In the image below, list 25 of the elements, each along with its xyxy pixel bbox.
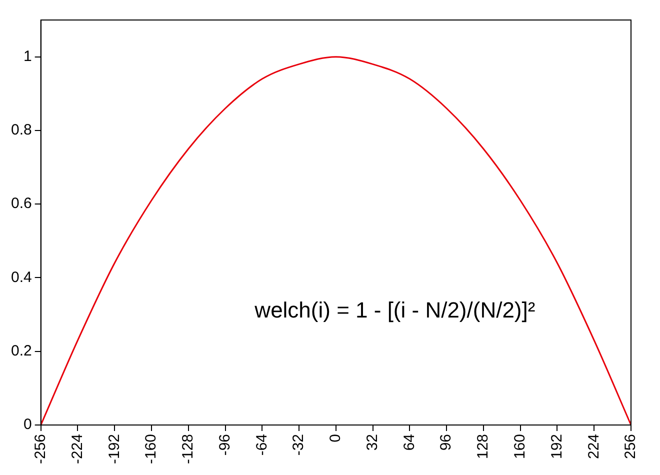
- annotation: welch(i) = 1 - [(i - N/2)/(N/2)]²: [254, 298, 536, 323]
- x-tick-label: -32: [290, 434, 308, 456]
- y-tick-label: 0.4: [10, 268, 32, 286]
- line-series: [40, 56, 631, 425]
- x-tick-label: 96: [438, 434, 455, 451]
- x-tick-label: 128: [474, 434, 492, 460]
- y-tick-label: 0.6: [10, 195, 32, 212]
- x-tick-label: -256: [32, 434, 49, 464]
- y-tick-label: 0.8: [10, 122, 32, 139]
- x-tick-label: 32: [364, 434, 381, 451]
- y-tick-label: 0: [24, 416, 32, 434]
- x-tick-label: -64: [253, 434, 270, 456]
- x-tick-label: -224: [68, 434, 86, 464]
- x-tick-label: -128: [180, 434, 197, 464]
- x-tick-label: 160: [511, 434, 528, 460]
- x-tick-label: -192: [106, 434, 123, 464]
- x-tick-label: -160: [142, 434, 160, 464]
- x-tick-label: 256: [622, 434, 640, 460]
- x-tick-label: 224: [585, 434, 602, 460]
- x-tick-label: 0: [327, 434, 344, 442]
- x-tick-label: -96: [216, 434, 234, 456]
- x-tick-label: 192: [548, 434, 566, 460]
- y-tick-label: 1: [24, 48, 32, 65]
- x-tick-label: 64: [400, 434, 418, 451]
- y-tick-label: 0.2: [10, 342, 32, 360]
